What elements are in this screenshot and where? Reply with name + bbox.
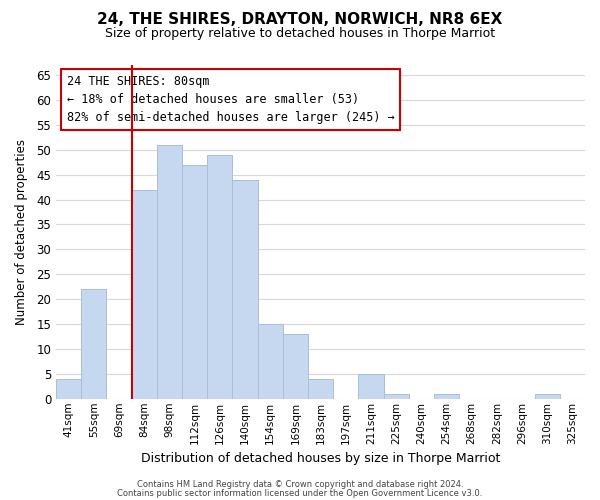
Text: Size of property relative to detached houses in Thorpe Marriot: Size of property relative to detached ho… bbox=[105, 28, 495, 40]
Text: 24 THE SHIRES: 80sqm
← 18% of detached houses are smaller (53)
82% of semi-detac: 24 THE SHIRES: 80sqm ← 18% of detached h… bbox=[67, 75, 394, 124]
Bar bbox=[535, 394, 560, 399]
Bar bbox=[232, 180, 257, 399]
Text: Contains HM Land Registry data © Crown copyright and database right 2024.: Contains HM Land Registry data © Crown c… bbox=[137, 480, 463, 489]
Bar bbox=[131, 190, 157, 399]
Bar bbox=[56, 379, 81, 399]
Bar bbox=[182, 164, 207, 399]
Bar bbox=[257, 324, 283, 399]
Bar bbox=[434, 394, 459, 399]
Y-axis label: Number of detached properties: Number of detached properties bbox=[15, 139, 28, 325]
Bar bbox=[157, 144, 182, 399]
Bar bbox=[207, 154, 232, 399]
Bar bbox=[308, 379, 333, 399]
Bar bbox=[81, 289, 106, 399]
Bar bbox=[383, 394, 409, 399]
Text: 24, THE SHIRES, DRAYTON, NORWICH, NR8 6EX: 24, THE SHIRES, DRAYTON, NORWICH, NR8 6E… bbox=[97, 12, 503, 28]
Bar bbox=[283, 334, 308, 399]
X-axis label: Distribution of detached houses by size in Thorpe Marriot: Distribution of detached houses by size … bbox=[141, 452, 500, 465]
Text: Contains public sector information licensed under the Open Government Licence v3: Contains public sector information licen… bbox=[118, 489, 482, 498]
Bar bbox=[358, 374, 383, 399]
